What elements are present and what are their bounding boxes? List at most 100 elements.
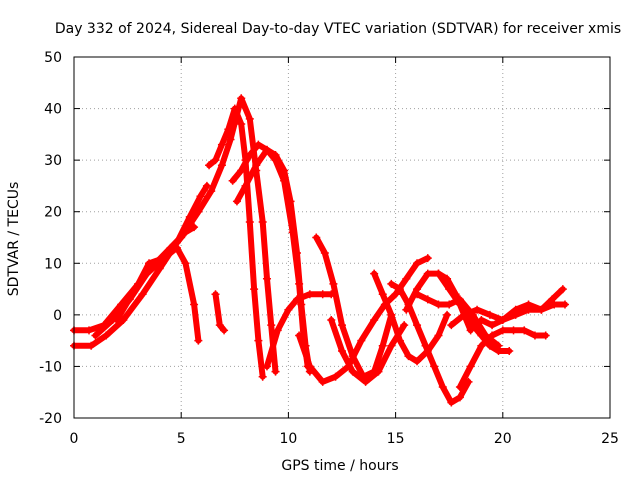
- data-point: [560, 300, 569, 309]
- data-point: [230, 104, 239, 113]
- data-point: [305, 290, 314, 299]
- x-tick-label: 10: [279, 431, 297, 447]
- data-point: [318, 377, 327, 386]
- series-arc-1: [70, 181, 211, 350]
- data-point: [232, 197, 241, 206]
- data-point: [138, 290, 147, 299]
- x-tick-label: 5: [177, 431, 186, 447]
- data-point: [485, 310, 494, 319]
- data-point: [485, 341, 494, 350]
- data-point: [423, 269, 432, 278]
- data-point: [466, 362, 475, 371]
- data-point: [434, 331, 443, 340]
- data-point: [374, 367, 383, 376]
- data-point: [295, 331, 304, 340]
- data-point: [378, 290, 387, 299]
- data-point: [172, 243, 181, 252]
- data-point: [400, 321, 409, 330]
- y-tick-label: 20: [44, 205, 62, 221]
- data-point: [226, 135, 235, 144]
- x-tick-label: 15: [387, 431, 405, 447]
- data-point: [160, 254, 169, 263]
- data-point: [258, 372, 267, 381]
- data-point: [378, 341, 387, 350]
- data-point: [262, 274, 271, 283]
- data-point: [477, 341, 486, 350]
- data-point: [404, 352, 413, 361]
- data-point: [262, 145, 271, 154]
- data-point: [271, 150, 280, 159]
- data-point: [102, 331, 111, 340]
- data-point: [327, 316, 336, 325]
- data-point: [312, 233, 321, 242]
- data-point: [357, 336, 366, 345]
- series-line: [113, 244, 202, 344]
- series-layer: [70, 94, 569, 407]
- grid: [74, 57, 610, 418]
- y-tick-label: 0: [53, 308, 62, 324]
- series-line: [71, 182, 210, 349]
- series-arc-13: [370, 269, 452, 366]
- data-point: [402, 274, 411, 283]
- data-point: [245, 150, 254, 159]
- data-point: [434, 300, 443, 309]
- data-point: [395, 336, 404, 345]
- data-point: [245, 114, 254, 123]
- data-point: [468, 321, 477, 330]
- data-point: [505, 346, 514, 355]
- data-point: [329, 279, 338, 288]
- series-line: [388, 280, 472, 406]
- data-point: [455, 383, 464, 392]
- y-tick-label: 50: [44, 50, 62, 66]
- data-point: [181, 259, 190, 268]
- data-point: [430, 362, 439, 371]
- data-point: [87, 341, 96, 350]
- data-point: [423, 254, 432, 263]
- data-point: [237, 120, 246, 129]
- data-point: [305, 362, 314, 371]
- data-point: [413, 259, 422, 268]
- series-line: [456, 327, 549, 391]
- data-point: [348, 367, 357, 376]
- data-point: [387, 310, 396, 319]
- data-point: [211, 156, 220, 165]
- data-point: [190, 300, 199, 309]
- series-line: [296, 255, 431, 385]
- data-point: [361, 377, 370, 386]
- series-arc-17: [434, 269, 514, 355]
- data-point: [194, 336, 203, 345]
- data-point: [477, 331, 486, 340]
- x-tick-label: 25: [601, 431, 619, 447]
- data-point: [473, 305, 482, 314]
- data-point: [558, 285, 567, 294]
- data-point: [498, 326, 507, 335]
- y-axis-label: SDTVAR / TECUs: [6, 182, 22, 297]
- data-point: [112, 316, 121, 325]
- series-arc-20: [477, 285, 567, 330]
- data-point: [202, 181, 211, 190]
- data-point: [438, 383, 447, 392]
- data-point: [423, 295, 432, 304]
- data-point: [402, 305, 411, 314]
- x-tick-label: 20: [494, 431, 512, 447]
- data-point: [241, 181, 250, 190]
- data-point: [237, 166, 246, 175]
- data-point: [370, 269, 379, 278]
- data-point: [548, 295, 557, 304]
- data-point: [434, 269, 443, 278]
- data-point: [338, 346, 346, 355]
- series-arc-8: [211, 290, 229, 335]
- data-point: [292, 248, 301, 257]
- x-tick-label: 0: [70, 431, 79, 447]
- data-point: [455, 393, 464, 402]
- data-point: [488, 321, 497, 330]
- data-point: [262, 362, 271, 371]
- data-point: [509, 326, 518, 335]
- series-arc-18: [455, 326, 550, 392]
- data-point: [177, 233, 186, 242]
- data-point: [494, 346, 503, 355]
- data-point: [284, 305, 293, 314]
- data-point: [91, 331, 100, 340]
- x-axis-label: GPS time / hours: [281, 458, 398, 474]
- plot-frame: [73, 56, 611, 419]
